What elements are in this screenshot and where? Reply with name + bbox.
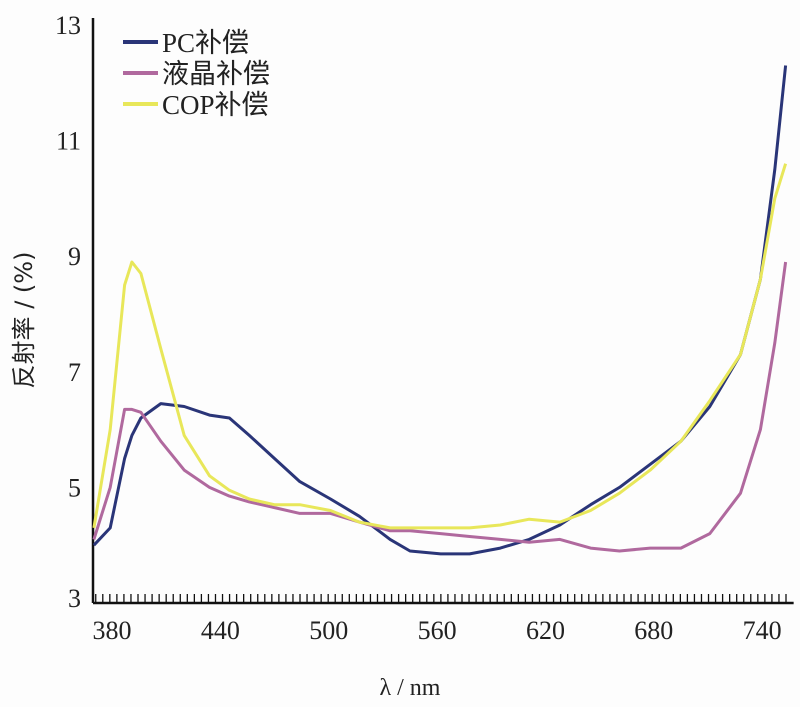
x-tick-label: 500 xyxy=(309,616,348,645)
y-tick-label: 11 xyxy=(56,127,81,156)
series-lines xyxy=(92,65,788,556)
legend-label: PC补偿 xyxy=(162,28,249,58)
y-tick-label: 3 xyxy=(68,584,81,613)
x-tick-label: 620 xyxy=(526,616,565,645)
y-tick-label: 7 xyxy=(68,358,81,387)
axes xyxy=(91,18,794,605)
legend-label: 液晶补偿 xyxy=(162,59,270,89)
y-tick-label: 13 xyxy=(55,11,81,40)
x-tick-label: 560 xyxy=(418,616,457,645)
x-tick-label: 380 xyxy=(93,616,132,645)
series-line xyxy=(92,163,788,530)
x-tick-label: 680 xyxy=(634,616,673,645)
y-tick-label: 9 xyxy=(68,242,81,271)
y-tick-label: 5 xyxy=(68,473,81,502)
x-tick-label: 740 xyxy=(743,616,782,645)
legend-label: COP补偿 xyxy=(162,90,269,120)
y-axis-label: 反射率 / (%) xyxy=(10,252,38,389)
series-line xyxy=(92,261,788,553)
ticks: 380 440 500 560 620 680 740 3 5 7 9 11 13 xyxy=(55,11,787,645)
x-tick-label: 440 xyxy=(201,616,240,645)
x-axis-label: λ / nm xyxy=(380,675,441,701)
